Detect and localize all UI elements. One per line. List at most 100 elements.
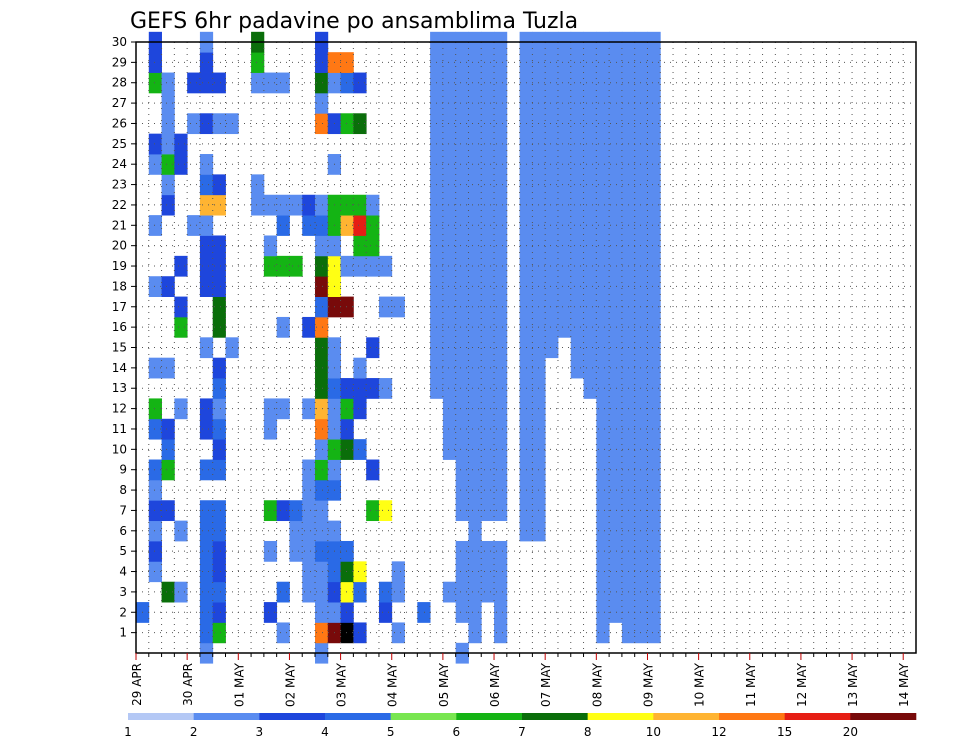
- legend-swatch: [850, 713, 917, 720]
- heatmap-cell: [570, 194, 584, 216]
- heatmap-cell: [302, 500, 316, 522]
- heatmap-cell: [455, 337, 469, 359]
- y-tick-label: 13: [112, 381, 127, 395]
- heatmap-cell: [647, 398, 661, 420]
- heatmap-cell: [494, 378, 508, 399]
- heatmap-cell: [494, 622, 508, 644]
- heatmap-cell: [199, 276, 214, 297]
- heatmap-cell: [187, 72, 201, 94]
- heatmap-cell: [609, 337, 623, 359]
- heatmap-cell: [442, 337, 457, 359]
- y-tick-label: 15: [112, 341, 127, 355]
- heatmap-cell: [378, 581, 393, 603]
- heatmap-cell: [212, 500, 226, 522]
- heatmap-cell: [634, 215, 648, 236]
- y-tick-label: 4: [119, 565, 127, 579]
- heatmap-cell: [647, 520, 661, 542]
- heatmap-cell: [455, 398, 469, 420]
- heatmap-cell: [545, 92, 559, 114]
- heatmap-cell: [199, 52, 214, 73]
- heatmap-cell: [634, 418, 648, 440]
- heatmap-cell: [455, 357, 469, 379]
- heatmap-cell: [302, 459, 316, 481]
- heatmap-cell: [366, 500, 380, 522]
- heatmap-cell: [199, 154, 214, 175]
- heatmap-cell: [634, 378, 648, 399]
- heatmap-cell: [557, 296, 572, 318]
- heatmap-cell: [455, 235, 469, 257]
- heatmap-cell: [583, 133, 597, 155]
- heatmap-cell: [276, 194, 290, 216]
- heatmap-cell: [545, 133, 559, 155]
- heatmap-cell: [148, 154, 162, 175]
- heatmap-cell: [481, 133, 495, 155]
- heatmap-cell: [199, 540, 214, 562]
- heatmap-cell: [570, 276, 584, 297]
- heatmap-cell: [570, 296, 584, 318]
- heatmap-cell: [634, 581, 648, 603]
- heatmap-cell: [276, 316, 290, 338]
- heatmap-cell: [315, 357, 329, 379]
- heatmap-cell: [212, 296, 226, 318]
- heatmap-cell: [263, 602, 278, 623]
- heatmap-cell: [647, 459, 661, 481]
- dotted-grid: [136, 41, 916, 653]
- heatmap-cell: [583, 92, 597, 114]
- y-tick-label: 20: [112, 239, 127, 253]
- color-legend: 1 2 3 4 5 6 7 8 10 12 15 20: [124, 713, 917, 739]
- heatmap-cell: [557, 316, 572, 338]
- heatmap-cell: [315, 378, 329, 399]
- heatmap-cell: [161, 174, 175, 196]
- heatmap-cell: [251, 52, 265, 73]
- heatmap-cell: [634, 174, 648, 196]
- heatmap-cell: [199, 561, 214, 583]
- heatmap-cell: [417, 602, 431, 623]
- heatmap-cell: [634, 602, 648, 623]
- heatmap-cell: [455, 540, 469, 562]
- heatmap-cell: [455, 72, 469, 94]
- heatmap-cell: [545, 215, 559, 236]
- heatmap-cell: [557, 276, 572, 297]
- heatmap-cell: [570, 235, 584, 257]
- heatmap-cell: [647, 194, 661, 216]
- heatmap-cell: [609, 316, 623, 338]
- heatmap-cell: [647, 154, 661, 175]
- heatmap-cell: [647, 378, 661, 399]
- heatmap-cell: [596, 72, 610, 94]
- x-tick-label: 03 MAY: [335, 662, 349, 707]
- heatmap-cell: [212, 194, 226, 216]
- heatmap-cell: [315, 602, 329, 623]
- heatmap-cell: [596, 540, 610, 562]
- heatmap-cell: [634, 398, 648, 420]
- heatmap-cell: [161, 92, 175, 114]
- heatmap-cell: [596, 459, 610, 481]
- heatmap-cell: [545, 154, 559, 175]
- heatmap-cell: [596, 378, 610, 399]
- legend-label: 20: [843, 725, 858, 739]
- heatmap-cell: [468, 540, 482, 562]
- y-tick-label: 10: [112, 442, 127, 456]
- heatmap-cell: [442, 113, 457, 135]
- heatmap-cell: [315, 500, 329, 522]
- heatmap-cell: [481, 154, 495, 175]
- heatmap-cell: [199, 418, 214, 440]
- heatmap-cell: [468, 520, 482, 542]
- heatmap-cell: [583, 154, 597, 175]
- heatmap-cell: [634, 113, 648, 135]
- heatmap-cell: [315, 479, 329, 501]
- heatmap-cell: [545, 296, 559, 318]
- heatmap-cell: [647, 255, 661, 277]
- heatmap-cell: [366, 215, 380, 236]
- heatmap-cell: [596, 500, 610, 522]
- heatmap-cell: [442, 133, 457, 155]
- heatmap-cell: [481, 378, 495, 399]
- heatmap-cell: [583, 357, 597, 379]
- heatmap-cell: [161, 154, 175, 175]
- y-tick-label: 3: [119, 585, 127, 599]
- heatmap-cell: [161, 72, 175, 94]
- heatmap-cell: [557, 255, 572, 277]
- heatmap-cell: [570, 316, 584, 338]
- heatmap-cell: [494, 540, 508, 562]
- legend-label: 15: [777, 725, 792, 739]
- heatmap-cell: [647, 602, 661, 623]
